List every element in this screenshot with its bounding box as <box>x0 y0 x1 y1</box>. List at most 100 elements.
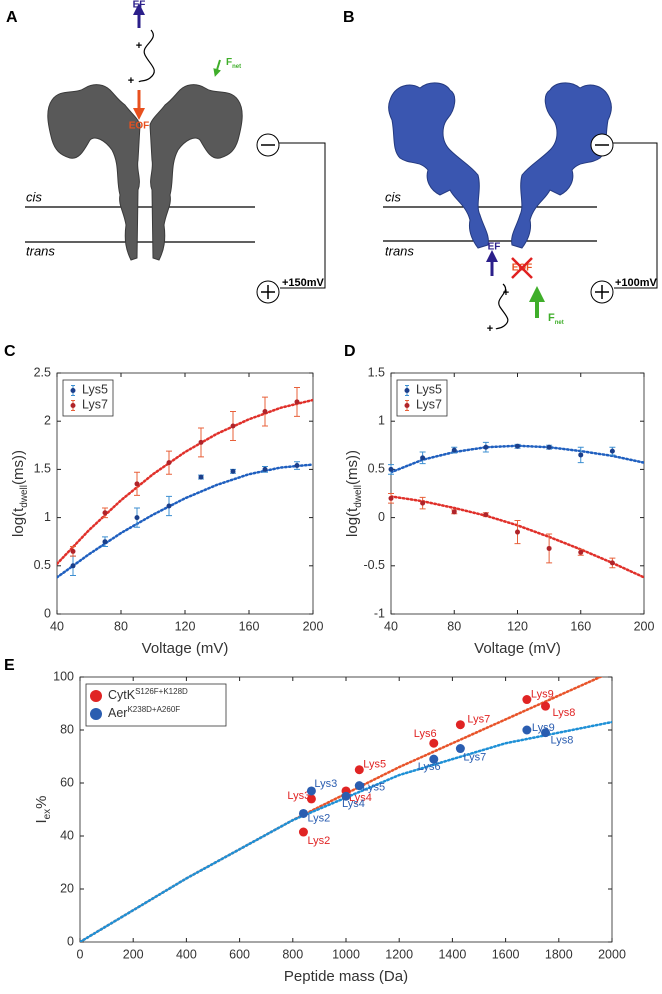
data-point <box>429 738 439 748</box>
y-axis-label: log(tdwell(ms)) <box>344 450 364 537</box>
data-point <box>522 695 532 705</box>
legend-marker <box>90 708 102 720</box>
point-label: Lys5 <box>363 759 386 771</box>
legend-marker <box>70 388 76 393</box>
x-tick-label: 1400 <box>438 947 466 961</box>
x-tick-label: 800 <box>282 947 303 961</box>
data-point <box>578 452 584 458</box>
x-tick-label: 200 <box>303 619 324 633</box>
diagram-a: EF + + EOF Fnet cis trans +150mV <box>25 0 326 304</box>
data-point <box>198 474 204 480</box>
data-point <box>166 460 172 466</box>
y-tick-label: 0.5 <box>34 558 51 572</box>
panel-label: D <box>344 343 356 360</box>
fit-line <box>57 398 313 566</box>
point-label: Lys4 <box>342 798 365 810</box>
data-point <box>429 754 439 764</box>
y-label-main: log(t <box>344 507 361 537</box>
voltage-label: +150mV <box>282 277 325 289</box>
legend-marker <box>404 388 410 393</box>
data-point <box>102 510 108 516</box>
legend-sup: S126F+K128D <box>135 687 188 696</box>
y-tick-label: 0 <box>44 606 51 620</box>
data-point <box>134 515 140 521</box>
data-point <box>102 539 108 545</box>
circuit-wire <box>279 142 326 289</box>
y-label-sub: dwell <box>353 485 364 508</box>
x-tick-label: 160 <box>570 619 591 633</box>
legend-label: Lys7 <box>82 398 108 412</box>
data-point <box>166 503 172 509</box>
data-point <box>609 448 615 454</box>
legend: CytKS126F+K128D AerK238D+A260F <box>85 683 227 727</box>
data-point <box>388 495 394 501</box>
y-tick-label: -1 <box>374 606 385 620</box>
force-label: Fnet <box>226 57 241 70</box>
circuit-wire <box>613 142 658 289</box>
force-main: F <box>226 57 232 68</box>
y-label-main: I <box>33 819 50 823</box>
y-tick-label: 1 <box>44 510 51 524</box>
data-point <box>230 468 236 474</box>
legend-name: Lys5 <box>82 383 108 397</box>
point-label: Lys3 <box>287 790 310 802</box>
data-point <box>388 466 394 472</box>
point-label: Lys2 <box>307 812 330 824</box>
peptide <box>495 283 509 330</box>
pore-half <box>511 82 612 249</box>
legend-name: Aer <box>108 706 127 720</box>
chart: 40 80 120 160 200 -1 -0.5 0 0.5 1 1.5 Voltage (mV) l… <box>344 365 655 657</box>
data-point <box>455 720 465 730</box>
cross-out <box>511 257 533 279</box>
legend-box <box>85 683 227 727</box>
pore-half <box>47 84 141 261</box>
voltage-label: +100mV <box>615 277 658 289</box>
data-point <box>294 463 300 469</box>
x-tick-label: 200 <box>123 947 144 961</box>
y-tick-label: 0 <box>378 510 385 524</box>
data-point <box>420 455 426 461</box>
y-label-tail: (ms)) <box>10 450 27 485</box>
panel-label: E <box>4 657 15 674</box>
y-tick-label: 2 <box>44 413 51 427</box>
data-point <box>420 500 426 506</box>
panel-label: C <box>4 343 16 360</box>
point-label: Lys9 <box>532 722 555 734</box>
chart: 40 80 120 160 200 0 0.5 1 1.5 2 2.5 Voltage (mV) log… <box>10 365 324 657</box>
point-label: Lys6 <box>418 761 441 773</box>
y-tick-label: 1.5 <box>34 462 51 476</box>
cis-label: cis <box>385 189 401 204</box>
force-sub: net <box>232 64 241 70</box>
peptide <box>138 29 155 83</box>
x-tick-label: 120 <box>175 619 196 633</box>
x-tick-label: 200 <box>634 619 655 633</box>
data-point <box>70 548 76 554</box>
x-tick-label: 160 <box>239 619 260 633</box>
legend-marker <box>70 403 76 408</box>
data-point <box>230 423 236 429</box>
data-point <box>522 725 532 735</box>
x-tick-label: 40 <box>384 619 398 633</box>
force-arrow <box>213 59 221 77</box>
panel-label: A <box>6 9 18 26</box>
x-tick-label: 600 <box>229 947 250 961</box>
point-label: Lys7 <box>467 714 490 726</box>
data-point <box>134 481 140 487</box>
x-tick-label: 0 <box>77 947 84 961</box>
x-tick-label: 80 <box>114 619 128 633</box>
point-label: Lys8 <box>553 707 576 719</box>
x-tick-label: 1000 <box>332 947 360 961</box>
legend-label: Lys5 <box>82 383 108 397</box>
y-tick-label: 80 <box>60 722 74 736</box>
y-tick-label: 20 <box>60 881 74 895</box>
y-tick-label: 0.5 <box>368 462 385 476</box>
y-tick-label: 1 <box>378 413 385 427</box>
x-axis-label: Peptide mass (Da) <box>284 968 408 985</box>
x-tick-label: 1600 <box>492 947 520 961</box>
data-point <box>298 827 308 837</box>
x-axis-label: Voltage (mV) <box>142 640 229 657</box>
legend-label: CytKS126F+K128D <box>108 687 188 702</box>
x-tick-label: 1800 <box>545 947 573 961</box>
